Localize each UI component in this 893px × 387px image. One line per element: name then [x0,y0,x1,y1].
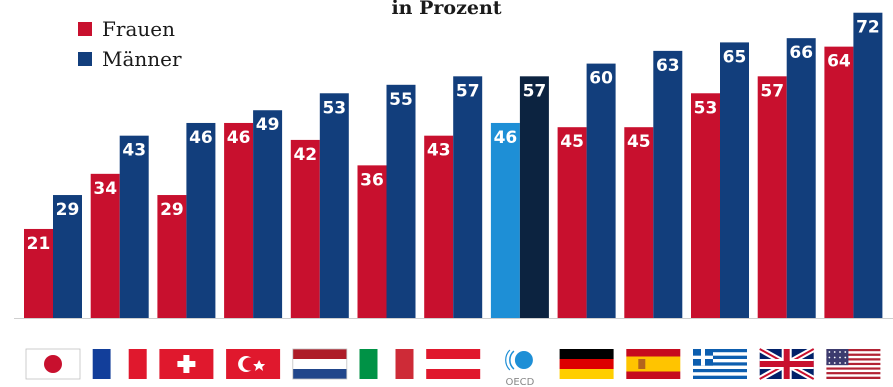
italy-flag-icon [359,349,414,379]
data-label-manner-deutschland: 60 [589,69,613,89]
chart-subtitle: in Prozent [391,0,502,19]
data-label-frauen-italien: 36 [360,170,384,190]
netherlands-flag-icon [292,348,348,380]
usa-flag-icon [826,349,881,379]
legend-swatch-frauen [78,22,92,36]
japan-flag-icon [25,348,81,380]
data-label-manner-frankreich: 43 [122,141,146,161]
bar-frauen-schweiz [157,195,187,318]
uk-flag-icon [758,346,816,382]
spain-flag-icon [626,349,681,379]
data-label-frauen-spanien: 45 [627,132,651,152]
data-label-manner-spanien: 63 [656,56,680,76]
bar-manner-griechenland [720,42,749,319]
legend-item-maenner: Männer [78,46,182,72]
austria-flag-icon [426,349,481,379]
data-label-frauen-osterreich: 43 [427,141,451,161]
data-label-manner-schweiz: 46 [189,128,213,148]
bar-frauen-usa [824,46,854,318]
bar-frauen-frankreich [90,173,120,318]
bar-manner-oecd [519,76,549,318]
germany-flag-icon [559,349,614,379]
data-label-manner-gro-britannien: 66 [789,43,813,63]
data-label-frauen-turkei: 46 [227,128,251,148]
bar-frauen-turkei [224,122,254,319]
data-label-frauen-schweiz: 29 [160,200,184,220]
bar-manner-turkei [253,110,283,319]
legend-item-frauen: Frauen [78,16,175,42]
bar-manner-deutschland [586,63,616,318]
bar-manner-schweiz [186,122,216,319]
data-label-manner-usa: 72 [856,18,880,38]
data-label-frauen-griechenland: 53 [694,98,718,118]
bar-manner-niederlande [319,93,349,318]
data-label-frauen-usa: 64 [827,52,851,72]
legend: Frauen Männer [68,6,200,76]
data-label-frauen-frankreich: 34 [93,179,117,199]
legend-label-maenner: Männer [102,47,182,71]
bar-manner-japan [53,195,82,318]
bar-frauen-osterreich [424,135,454,318]
bar-frauen-spanien [624,127,654,318]
bar-frauen-oecd [490,122,520,319]
data-label-frauen-oecd: 46 [494,128,518,148]
bar-manner-osterreich [453,76,483,318]
data-label-frauen-gro-britannien: 57 [760,81,784,101]
bar-manner-frankreich [119,135,149,318]
greece-flag-icon [693,349,747,379]
bar-manner-italien [386,84,416,318]
turkey-flag-icon [226,349,281,379]
data-label-manner-osterreich: 57 [456,81,480,101]
data-label-manner-italien: 55 [389,90,413,110]
bar-manner-usa [853,12,883,318]
bar-frauen-griechenland [691,93,720,318]
data-label-frauen-niederlande: 42 [293,145,317,165]
data-label-manner-turkei: 49 [256,115,280,135]
bar-manner-gro-britannien [786,38,816,318]
data-label-frauen-deutschland: 45 [560,132,584,152]
bar-manner-spanien [653,50,683,318]
data-label-manner-oecd: 57 [523,81,547,101]
bar-frauen-niederlande [290,139,320,318]
data-label-manner-griechenland: 65 [723,47,747,67]
switzerland-flag-icon [159,349,214,379]
bar-frauen-deutschland [557,127,587,318]
data-label-manner-niederlande: 53 [322,98,346,118]
legend-label-frauen: Frauen [102,17,175,41]
oecd-logo-icon: OECD [505,349,535,387]
bar-frauen-japan [24,228,53,318]
data-label-manner-japan: 29 [56,200,80,220]
bar-frauen-italien [357,165,387,318]
oecd-logo-text: OECD [505,377,534,387]
france-flag-icon [92,349,147,379]
bar-frauen-gro-britannien [757,76,787,318]
legend-swatch-maenner [78,52,92,66]
data-label-frauen-japan: 21 [27,234,51,254]
